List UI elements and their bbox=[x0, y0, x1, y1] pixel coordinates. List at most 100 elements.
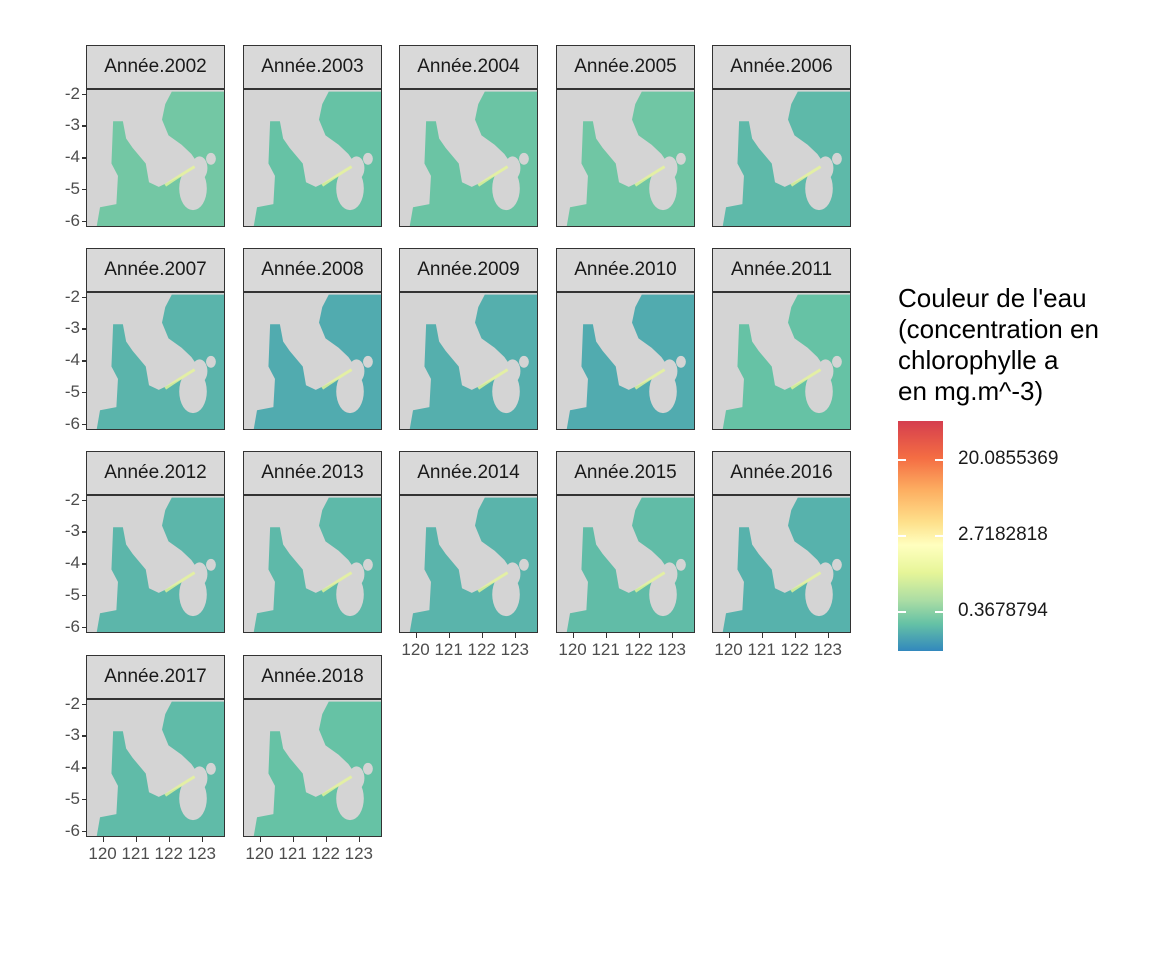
x-tick-mark bbox=[761, 633, 764, 638]
island-muna bbox=[191, 156, 208, 180]
x-tick-label: 122 bbox=[154, 844, 183, 863]
island-muna bbox=[817, 359, 834, 383]
map-panel bbox=[712, 292, 851, 430]
island-muna bbox=[348, 766, 365, 790]
island-wowoni bbox=[832, 558, 842, 571]
x-tick-label: 122 bbox=[624, 640, 653, 659]
facet-strip-2008: Année.2008 bbox=[243, 248, 382, 292]
facet-strip-label: Année.2006 bbox=[730, 56, 833, 77]
x-tick-mark bbox=[358, 837, 361, 842]
island-muna bbox=[504, 156, 521, 180]
island-muna bbox=[661, 562, 678, 586]
map-svg bbox=[400, 496, 537, 632]
facet-strip-label: Année.2011 bbox=[730, 259, 833, 280]
coastal-bloom bbox=[164, 368, 196, 390]
island-wowoni bbox=[832, 355, 842, 368]
y-tick-mark bbox=[82, 391, 86, 394]
x-tick-label: 123 bbox=[813, 640, 843, 659]
island-muna bbox=[348, 156, 365, 180]
island-wowoni bbox=[206, 355, 216, 368]
coastal-bloom bbox=[477, 368, 509, 390]
island-muna bbox=[191, 766, 208, 790]
island-muna bbox=[661, 359, 678, 383]
x-tick-label: 120 bbox=[245, 844, 274, 863]
x-tick-label: 121 bbox=[747, 640, 776, 659]
legend-tick-mark bbox=[935, 611, 943, 613]
map-panel bbox=[712, 495, 851, 633]
facet-strip-2009: Année.2009 bbox=[399, 248, 538, 292]
x-tick-mark bbox=[415, 633, 418, 638]
y-tick-label: -6 bbox=[64, 820, 80, 840]
y-tick-label: -6 bbox=[64, 210, 80, 230]
x-tick-mark bbox=[638, 633, 641, 638]
y-tick-mark bbox=[82, 423, 86, 426]
x-tick-label: 123 bbox=[500, 640, 530, 659]
map-panel bbox=[86, 495, 225, 633]
facet-strip-2006: Année.2006 bbox=[712, 45, 851, 89]
y-tick-mark bbox=[82, 188, 86, 191]
map-panel bbox=[712, 89, 851, 227]
y-tick-mark bbox=[82, 767, 86, 769]
map-panel bbox=[399, 89, 538, 227]
facet-strip-label: Année.2014 bbox=[417, 462, 520, 483]
facet-strip-label: Année.2007 bbox=[104, 259, 207, 280]
x-tick-mark bbox=[201, 837, 204, 842]
island-wowoni bbox=[519, 355, 529, 368]
map-panel bbox=[243, 699, 382, 837]
facet-strip-label: Année.2005 bbox=[574, 56, 677, 77]
y-tick-label: -2 bbox=[64, 693, 80, 713]
x-tick-label: 122 bbox=[311, 844, 340, 863]
facet-strip-2005: Année.2005 bbox=[556, 45, 695, 89]
x-tick-label: 123 bbox=[344, 844, 374, 863]
y-tick-label: -5 bbox=[64, 381, 80, 401]
y-tick-label: -2 bbox=[64, 83, 80, 103]
map-panel bbox=[399, 495, 538, 633]
map-svg bbox=[713, 496, 850, 632]
legend-title: Couleur de l'eau (concentration en chlor… bbox=[898, 283, 1099, 406]
map-panel bbox=[243, 292, 382, 430]
island-wowoni bbox=[519, 558, 529, 571]
y-tick-label: -5 bbox=[64, 788, 80, 808]
facet-strip-label: Année.2017 bbox=[104, 666, 207, 687]
y-tick-mark bbox=[82, 296, 86, 299]
coastal-bloom bbox=[790, 571, 822, 593]
map-svg bbox=[400, 90, 537, 226]
coastal-bloom bbox=[634, 571, 666, 593]
legend-tick-mark bbox=[898, 535, 906, 537]
facet-strip-2010: Année.2010 bbox=[556, 248, 695, 292]
coastal-bloom bbox=[790, 165, 822, 187]
island-muna bbox=[348, 562, 365, 586]
facet-strip-2014: Année.2014 bbox=[399, 451, 538, 495]
x-tick-mark bbox=[292, 837, 295, 842]
map-panel bbox=[243, 495, 382, 633]
y-tick-label: -6 bbox=[64, 413, 80, 433]
x-tick-label: 120 bbox=[558, 640, 587, 659]
map-svg bbox=[87, 90, 224, 226]
x-tick-mark bbox=[728, 633, 731, 638]
legend-tick-mark bbox=[935, 535, 943, 537]
x-tick-mark bbox=[448, 633, 451, 638]
facet-strip-2012: Année.2012 bbox=[86, 451, 225, 495]
x-tick-label: 122 bbox=[467, 640, 496, 659]
x-tick-label: 121 bbox=[121, 844, 150, 863]
x-tick-mark bbox=[605, 633, 608, 638]
coastal-bloom bbox=[634, 165, 666, 187]
facet-strip-2003: Année.2003 bbox=[243, 45, 382, 89]
island-wowoni bbox=[206, 558, 216, 571]
y-tick-label: -4 bbox=[64, 147, 80, 167]
y-tick-mark bbox=[82, 328, 86, 330]
map-svg bbox=[244, 293, 381, 429]
island-wowoni bbox=[832, 152, 842, 165]
coastal-bloom bbox=[321, 571, 353, 593]
facet-strip-2007: Année.2007 bbox=[86, 248, 225, 292]
y-tick-label: -2 bbox=[64, 286, 80, 306]
x-tick-mark bbox=[102, 837, 105, 842]
map-svg bbox=[244, 700, 381, 836]
coastal-bloom bbox=[164, 775, 196, 797]
x-tick-label: 123 bbox=[187, 844, 217, 863]
x-tick-label: 120 bbox=[714, 640, 743, 659]
x-tick-mark bbox=[671, 633, 674, 638]
island-wowoni bbox=[363, 355, 373, 368]
island-wowoni bbox=[519, 152, 529, 165]
map-svg bbox=[557, 293, 694, 429]
